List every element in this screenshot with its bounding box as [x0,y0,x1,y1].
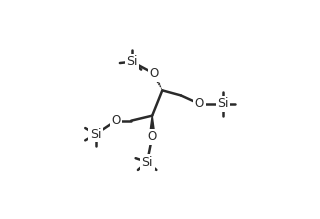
Text: O: O [111,114,121,127]
Text: Si: Si [126,55,138,68]
Text: Si: Si [90,128,101,141]
Text: O: O [149,67,158,80]
Text: O: O [148,130,157,143]
Text: Si: Si [217,97,229,110]
Text: Si: Si [141,155,153,169]
Text: O: O [195,97,204,110]
Polygon shape [149,116,155,137]
